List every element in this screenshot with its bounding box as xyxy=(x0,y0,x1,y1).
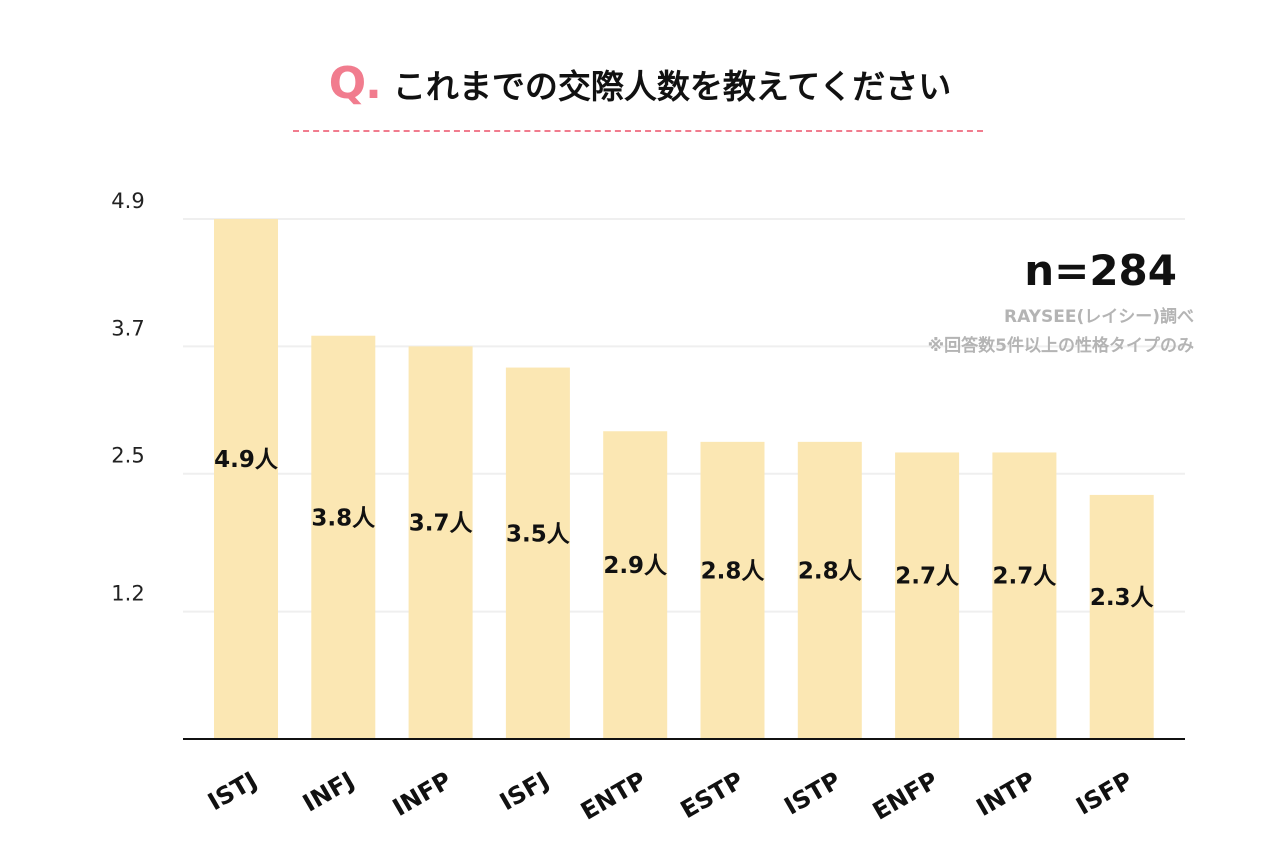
bar-istj xyxy=(214,219,278,739)
data-label: 2.8人 xyxy=(701,558,766,584)
x-tick-label: INFJ xyxy=(298,766,359,817)
x-tick-label: ENTP xyxy=(576,766,651,825)
chart-header: Q. これまでの交際人数を教えてください xyxy=(0,58,1280,109)
x-tick-label: ENFP xyxy=(868,766,943,825)
bar-intp xyxy=(992,452,1057,739)
bar-infj xyxy=(311,335,376,739)
y-tick-label: 3.7 xyxy=(111,316,144,340)
data-label: 2.3人 xyxy=(1090,585,1155,611)
title-row: Q. これまでの交際人数を教えてください xyxy=(329,58,952,109)
source-label: RAYSEE(レイシー)調べ xyxy=(1004,307,1194,327)
x-tick-label: INTP xyxy=(972,766,1041,822)
chart-title: これまでの交際人数を教えてください xyxy=(392,67,952,106)
bar-enfp xyxy=(895,452,960,739)
x-tick-label: ISFJ xyxy=(495,766,554,816)
x-tick-label: ISFP xyxy=(1071,766,1137,820)
question-mark-label: Q. xyxy=(328,58,382,109)
y-tick-label: 1.2 xyxy=(111,582,144,606)
note-label: ※回答数5件以上の性格タイプのみ xyxy=(927,336,1194,356)
bar-infp xyxy=(408,346,473,739)
x-tick-label: INFP xyxy=(388,766,457,822)
data-label: 4.9人 xyxy=(214,447,279,473)
x-tick-label: ESTP xyxy=(676,766,749,824)
sample-size-label: n=284 xyxy=(1024,246,1177,295)
x-tick-label: ISTJ xyxy=(203,766,262,816)
data-label: 2.9人 xyxy=(603,553,668,579)
data-label: 2.8人 xyxy=(798,558,863,584)
x-tick-label: ISTP xyxy=(779,766,845,820)
data-label: 2.7人 xyxy=(993,564,1058,590)
data-label: 3.8人 xyxy=(311,505,376,531)
data-label: 2.7人 xyxy=(895,564,960,590)
data-label: 3.5人 xyxy=(506,521,571,547)
bar-istp xyxy=(797,441,862,739)
y-tick-label: 4.9 xyxy=(111,189,144,213)
bar-isfj xyxy=(505,367,570,739)
bar-isfp xyxy=(1089,494,1154,739)
y-tick-label: 2.5 xyxy=(111,444,144,468)
bar-entp xyxy=(603,431,668,739)
title-dashed-underline xyxy=(293,130,983,132)
data-label: 3.7人 xyxy=(409,511,474,537)
bar-estp xyxy=(700,441,765,739)
